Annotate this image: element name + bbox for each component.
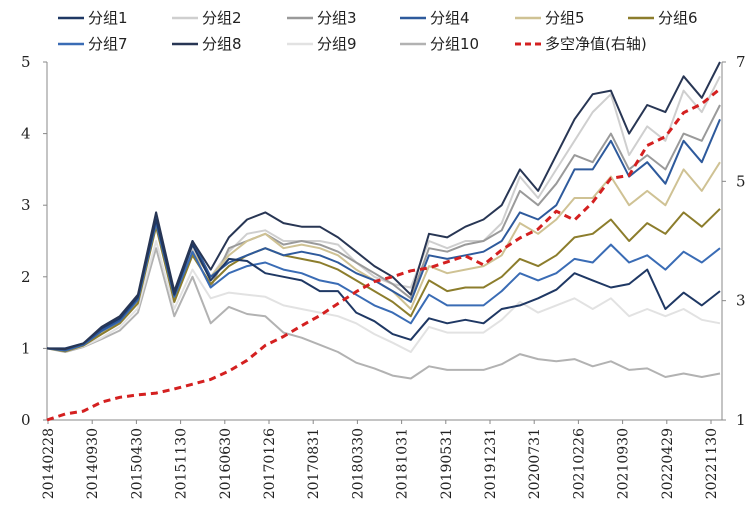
legend-label-ls: 多空净值(右轴) — [545, 35, 647, 53]
series-line-g8 — [46, 61, 721, 351]
series-line-g4 — [46, 118, 721, 351]
x-tick-label: 20191231 — [483, 428, 499, 499]
x-tick-label: 20210226 — [571, 428, 587, 499]
series-line-g10 — [46, 247, 721, 380]
series-line-g9 — [46, 240, 721, 353]
y-right-tick-label: 5 — [736, 172, 746, 190]
x-tick-label: 20200731 — [527, 428, 543, 499]
legend-label-g3: 分组3 — [317, 9, 357, 27]
x-tick-label: 20190531 — [439, 428, 455, 499]
x-tick-label: 20170831 — [306, 428, 322, 499]
y-right-tick-label: 7 — [736, 53, 746, 71]
y-left-tick-label: 2 — [21, 268, 31, 286]
y-left-tick-label: 0 — [21, 411, 31, 429]
legend-label-g9: 分组9 — [317, 35, 357, 53]
x-tick-label: 20221130 — [704, 428, 720, 499]
series-line-g1 — [47, 218, 721, 350]
legend-label-g7: 分组7 — [88, 35, 128, 53]
x-tick-label: 20151130 — [174, 428, 190, 499]
x-tick-label: 20140930 — [85, 428, 101, 499]
legend-label-g5: 分组5 — [545, 9, 585, 27]
legend-label-g2: 分组2 — [202, 9, 242, 27]
x-tick-label: 20180330 — [350, 428, 366, 499]
y-left-tick-label: 4 — [21, 125, 31, 143]
y-left-tick-label: 1 — [21, 339, 31, 357]
legend-label-g10: 分组10 — [430, 35, 479, 53]
legend-label-g6: 分组6 — [658, 9, 698, 27]
legend-label-g4: 分组4 — [430, 9, 470, 27]
y-left-tick-label: 5 — [21, 53, 31, 71]
y-left-tick-label: 3 — [21, 196, 31, 214]
legend-label-g1: 分组1 — [88, 9, 128, 27]
x-tick-label: 20220429 — [660, 428, 676, 499]
x-tick-label: 20210930 — [616, 428, 632, 499]
x-tick-label: 20150430 — [129, 428, 145, 499]
x-tick-label: 20181031 — [395, 428, 411, 499]
x-tick-label: 20140228 — [41, 428, 57, 499]
x-tick-label: 20170126 — [262, 428, 278, 499]
y-right-tick-label: 1 — [736, 411, 746, 429]
y-right-tick-label: 3 — [736, 292, 746, 310]
series-line-ls — [46, 87, 721, 422]
legend-label-g8: 分组8 — [202, 35, 242, 53]
x-tick-label: 20160630 — [218, 428, 234, 499]
